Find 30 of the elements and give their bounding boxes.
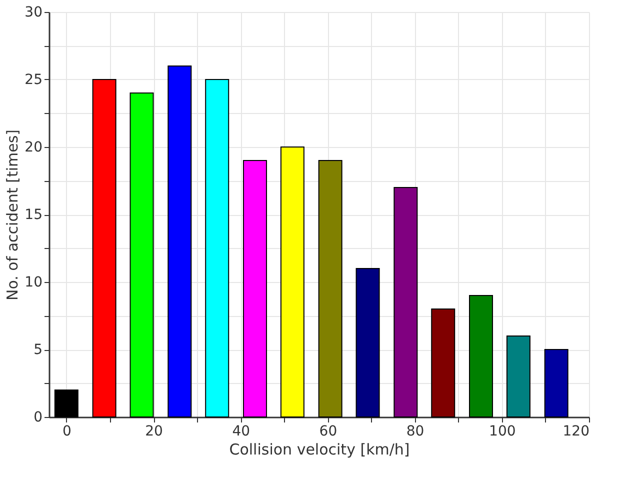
y-tick-label: 20 [24,140,42,156]
y-tick-label: 30 [24,4,42,20]
bar [130,92,154,418]
x-tick-label: 0 [62,424,72,440]
bar [394,187,418,418]
bar [544,349,568,418]
x-tick-label: 80 [406,424,424,440]
bar [356,268,380,418]
y-tick-label: 10 [24,274,42,290]
bar [280,146,304,418]
x-tick-label: 60 [319,424,338,440]
bar [506,336,530,418]
bar [205,79,230,418]
x-tick-label: 40 [232,424,250,440]
y-axis-title: No. of accident [times] [4,129,22,301]
x-tick-label: 100 [489,424,516,440]
bar [168,66,192,418]
bar [431,308,456,418]
bar [469,295,493,418]
y-tick-label: 5 [34,342,42,358]
bar [92,79,116,418]
y-tick-label: 25 [24,72,42,88]
y-tick-label: 15 [24,207,42,223]
x-axis-title: Collision velocity [km/h] [229,440,410,458]
y-tick-label: 0 [34,410,42,426]
x-tick-label: 120 [562,424,590,440]
bar [318,160,342,418]
x-tick-label: 20 [145,424,163,440]
bar [54,390,78,418]
bar [242,160,267,418]
